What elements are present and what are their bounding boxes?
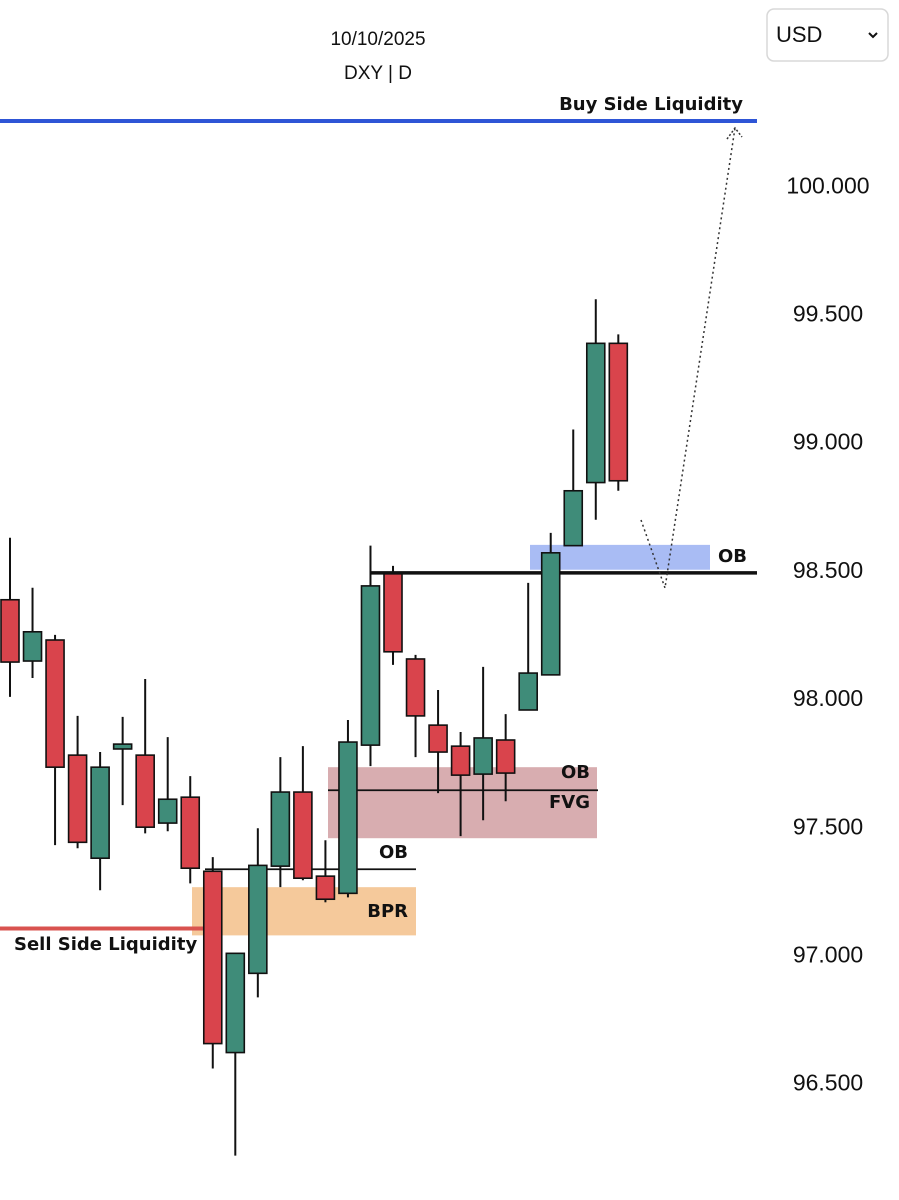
y-tick-label: 96.500 — [793, 1070, 863, 1096]
candle-body — [112, 743, 133, 750]
zone-label: OB — [718, 546, 747, 567]
y-tick-label: 100.000 — [786, 172, 869, 198]
candle-body — [585, 342, 606, 484]
zones: OB OB FVG BPR — [192, 544, 747, 936]
candle-body — [563, 489, 584, 547]
currency-select[interactable]: USD — [766, 8, 889, 62]
levels: Buy Side Liquidity Sell Side Liquidity OB — [0, 94, 757, 955]
candle-body — [405, 658, 426, 717]
candle-body — [518, 672, 538, 711]
candle-body — [473, 737, 493, 775]
candle-body — [495, 739, 516, 774]
chart-title: 10/10/2025 — [330, 29, 425, 50]
candle-body — [338, 741, 358, 895]
y-tick-label: 97.000 — [793, 941, 863, 967]
y-tick-label: 98.500 — [793, 557, 863, 583]
candle-body — [270, 791, 291, 867]
select-value[interactable]: USD — [776, 22, 822, 47]
candle-body — [157, 798, 178, 824]
candle-body — [383, 573, 403, 653]
candle-body — [293, 791, 313, 880]
level-label: Buy Side Liquidity — [559, 94, 743, 115]
candle-body — [67, 754, 88, 844]
candle-body — [360, 585, 381, 746]
candle-body — [450, 745, 471, 776]
candle-body — [90, 766, 110, 860]
zone-label: OB — [561, 762, 590, 783]
chevron — [868, 32, 878, 39]
candle-body — [248, 864, 268, 975]
y-tick-label: 99.000 — [793, 429, 863, 455]
zone-label: FVG — [549, 792, 590, 813]
zone-label: BPR — [367, 901, 408, 922]
arrow-head — [726, 126, 743, 140]
candle-body — [45, 639, 65, 768]
select-box[interactable] — [766, 8, 889, 62]
candle-body — [0, 598, 20, 663]
candle-body — [225, 952, 246, 1054]
y-tick-label: 98.000 — [793, 685, 863, 711]
candle-body — [540, 552, 561, 676]
candle-body — [608, 342, 629, 482]
candle-body — [22, 630, 43, 662]
candle-body — [135, 754, 155, 828]
projection-arrow — [640, 127, 736, 589]
y-tick-label: 97.500 — [793, 813, 863, 839]
candles — [0, 299, 629, 1156]
y-tick-label: 99.500 — [793, 300, 863, 326]
candle-body — [315, 875, 336, 901]
candle-body — [202, 870, 223, 1045]
level-label: OB — [379, 842, 408, 863]
candle-body — [428, 724, 448, 753]
level-label: Sell Side Liquidity — [14, 934, 197, 955]
zone — [192, 887, 416, 936]
zone — [328, 767, 597, 839]
chart-subtitle: DXY | D — [344, 63, 412, 84]
candle-body — [180, 796, 201, 870]
